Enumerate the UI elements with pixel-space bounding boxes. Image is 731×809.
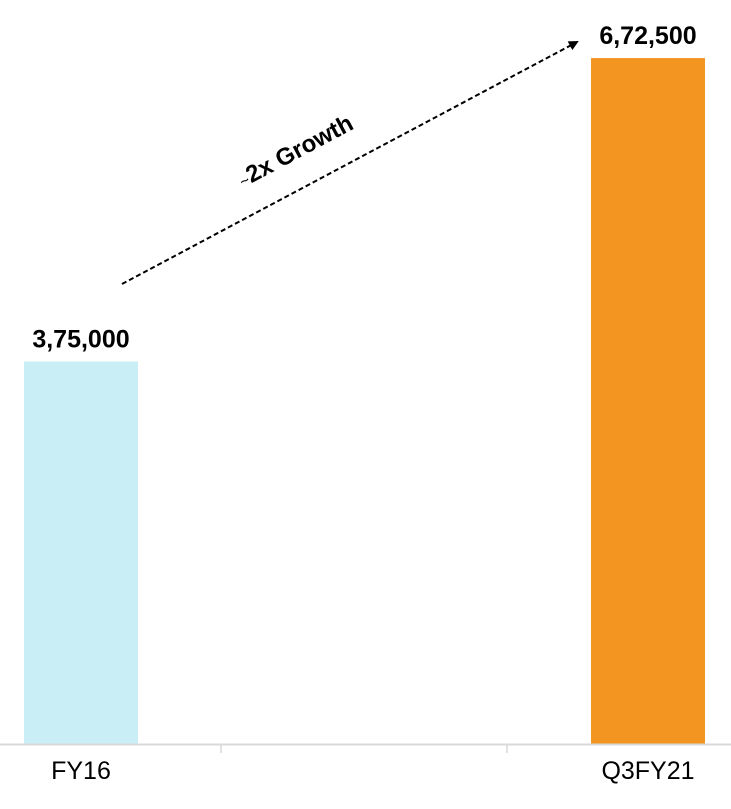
bars-group xyxy=(24,58,705,745)
data-label-fy16: 3,75,000 xyxy=(32,326,129,354)
bar-q3fy21 xyxy=(591,58,705,745)
data-labels-group: 3,75,000 6,72,500 xyxy=(32,22,696,353)
x-tick-label-q3fy21: Q3FY21 xyxy=(601,757,694,785)
x-axis xyxy=(0,743,731,753)
data-label-q3fy21: 6,72,500 xyxy=(599,22,696,50)
growth-annotation-label: ~2x Growth xyxy=(233,110,358,193)
x-tick-label-fy16: FY16 xyxy=(51,757,111,785)
growth-annotation: ~2x Growth xyxy=(121,41,579,285)
x-tick-labels-group: FY16 Q3FY21 xyxy=(51,757,694,785)
growth-arrow xyxy=(121,41,579,285)
bar-fy16 xyxy=(24,361,138,744)
growth-annotation-text: 2x Growth xyxy=(241,110,357,189)
